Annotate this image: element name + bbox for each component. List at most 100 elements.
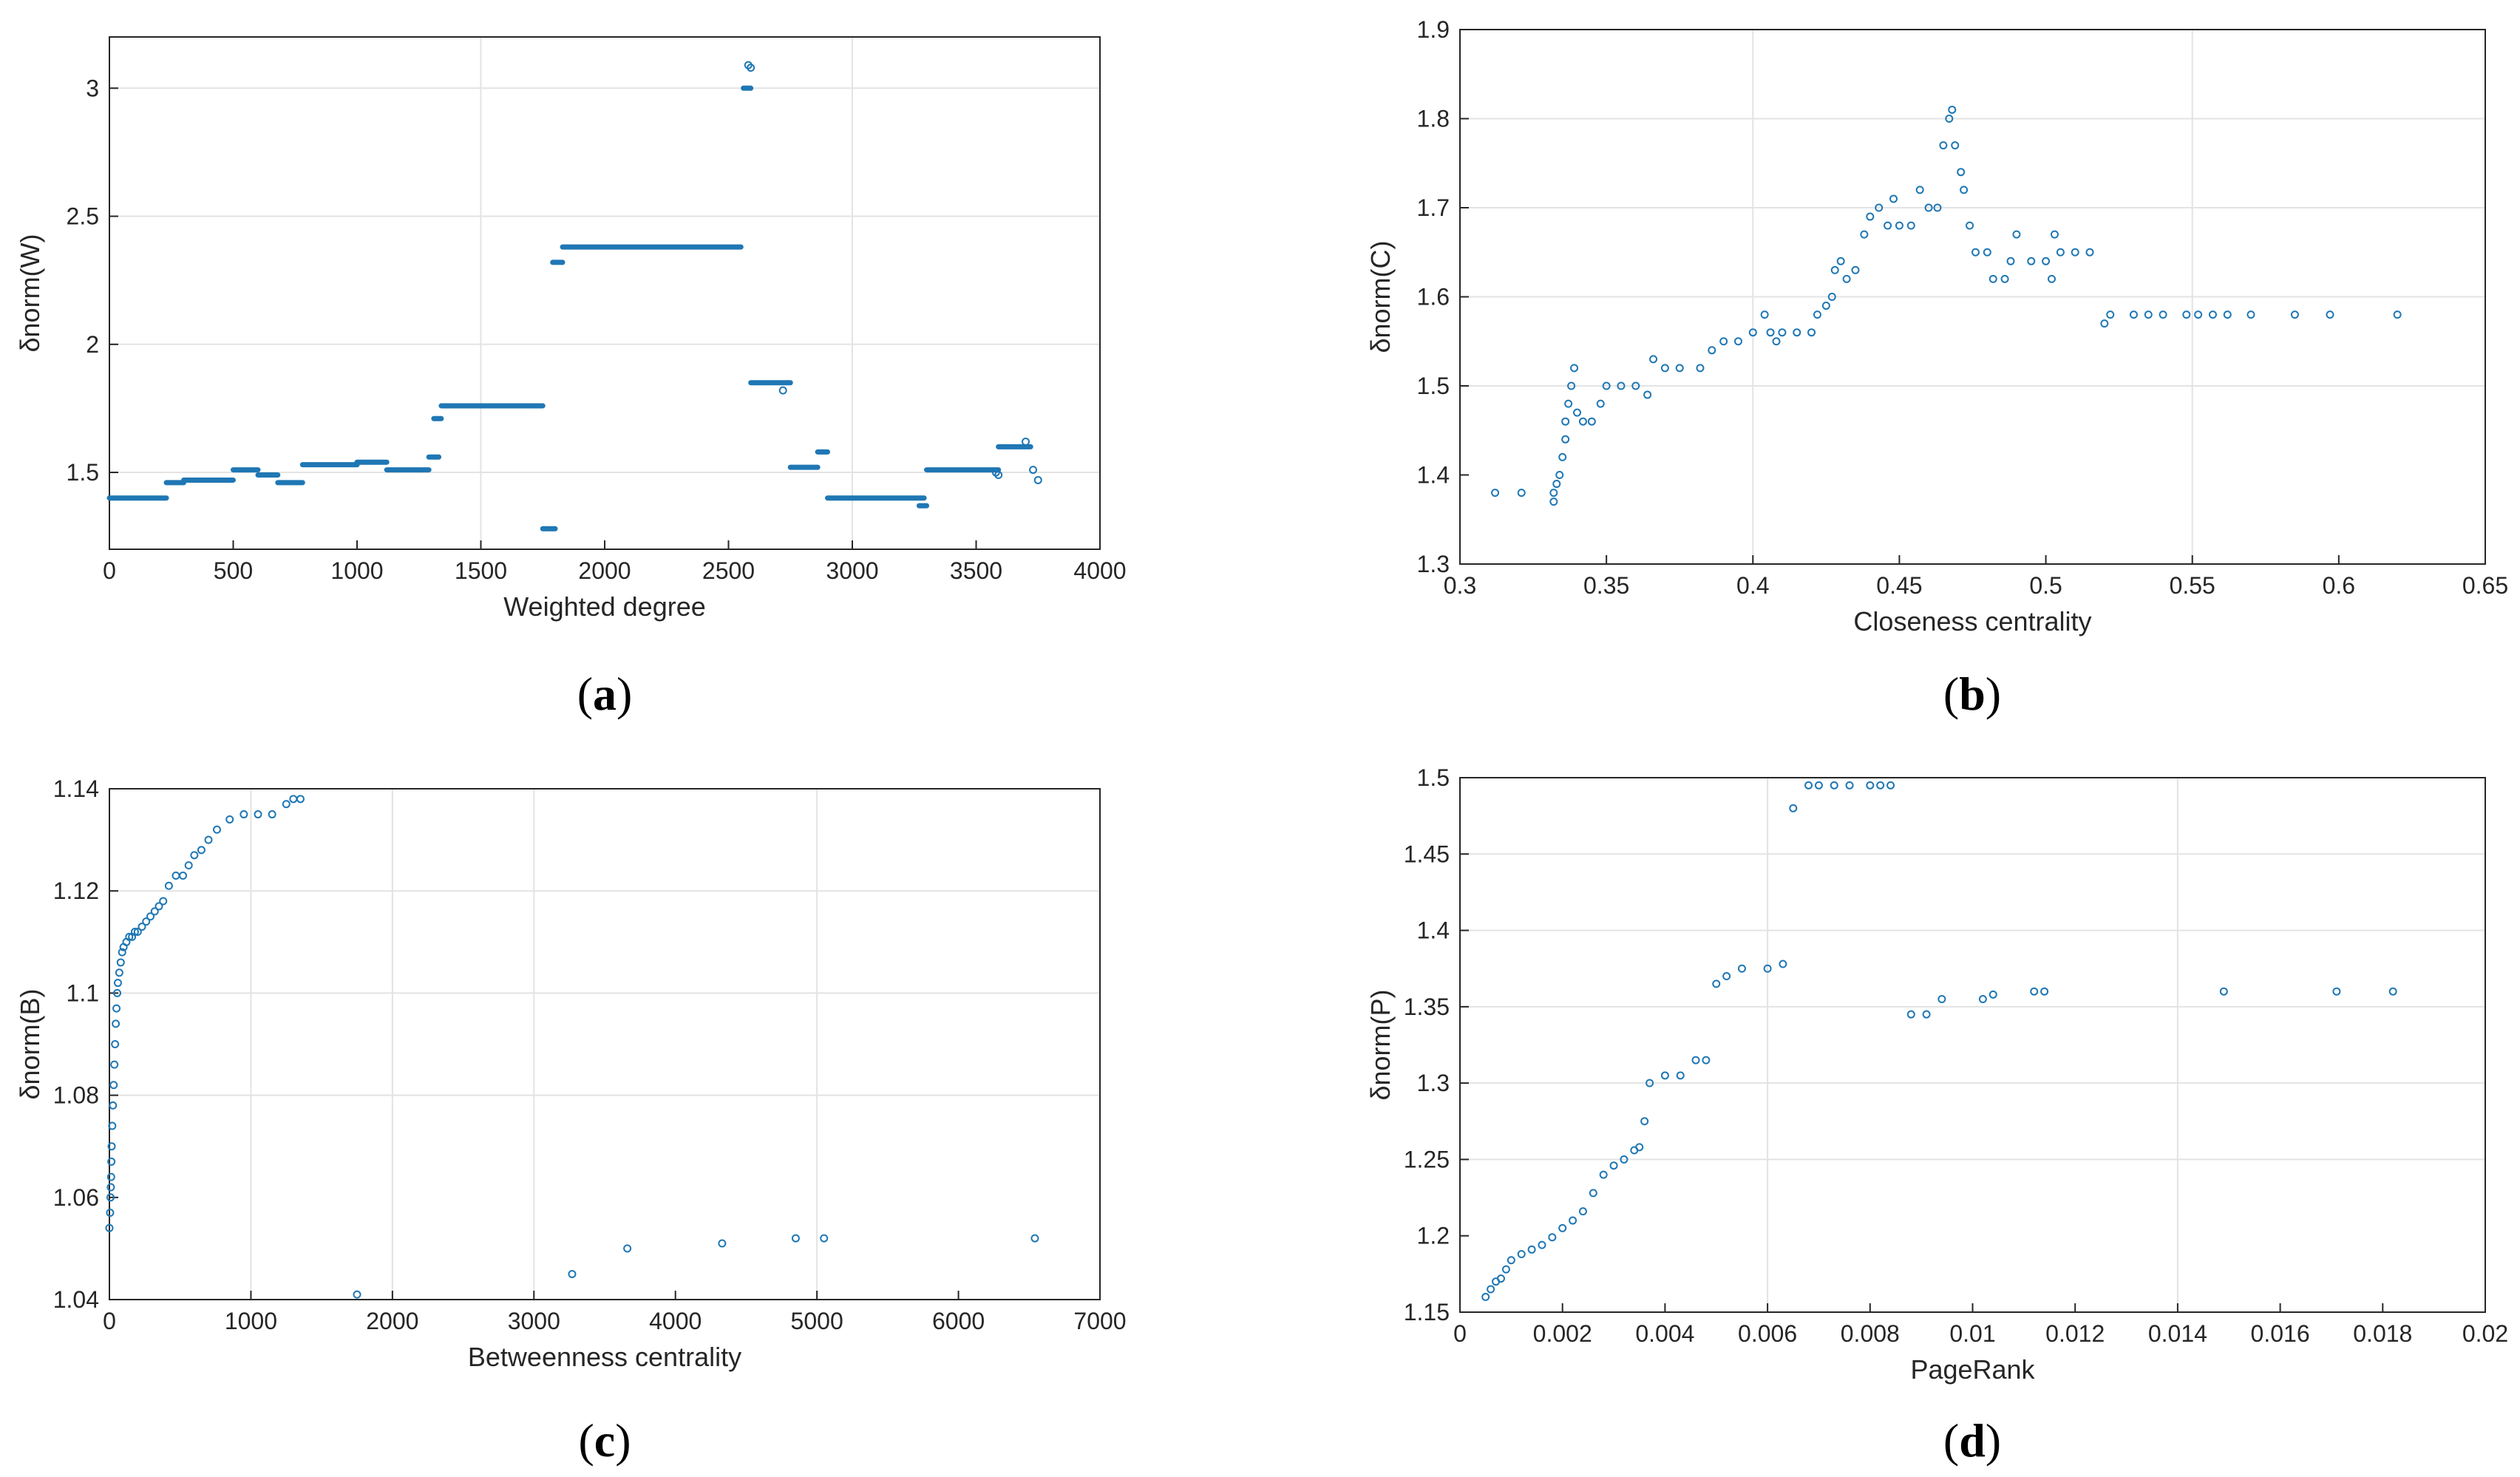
data-point bbox=[1578, 417, 1587, 426]
data-point bbox=[282, 800, 291, 809]
data-point bbox=[296, 795, 305, 804]
data-point bbox=[994, 471, 1003, 480]
data-point bbox=[1567, 381, 1576, 390]
data-point bbox=[1609, 1161, 1618, 1170]
data-point bbox=[1860, 230, 1869, 239]
data-point bbox=[1517, 489, 1526, 498]
y-tick-label: 1.12 bbox=[53, 877, 99, 904]
x-tick-label: 0 bbox=[103, 1308, 116, 1334]
data-point bbox=[1496, 1274, 1505, 1283]
data-point bbox=[2290, 310, 2299, 319]
data-point bbox=[1906, 1010, 1915, 1019]
x-tick-label: 0.45 bbox=[1876, 572, 1922, 599]
data-point bbox=[106, 1193, 115, 1202]
x-tick-label: 0.55 bbox=[2170, 572, 2215, 599]
data-point bbox=[115, 968, 123, 977]
data-point bbox=[1814, 781, 1823, 790]
data-point bbox=[2388, 987, 2397, 996]
data-point bbox=[1789, 804, 1798, 812]
data-point bbox=[1842, 274, 1851, 283]
data-point bbox=[1649, 355, 1658, 364]
caption-paren-close: ) bbox=[1986, 1414, 2001, 1467]
data-point bbox=[1924, 203, 1933, 212]
x-tick-label: 0.5 bbox=[2029, 572, 2062, 599]
x-tick-label: 6000 bbox=[932, 1308, 985, 1334]
data-point bbox=[1971, 248, 1980, 257]
x-tick-label: 5000 bbox=[791, 1308, 843, 1334]
data-point bbox=[1487, 1285, 1495, 1294]
x-tick-label: 0.014 bbox=[2148, 1320, 2207, 1347]
data-point bbox=[1676, 1071, 1685, 1080]
data-point bbox=[2182, 310, 2191, 319]
data-point bbox=[113, 979, 122, 988]
x-tick-label: 0.008 bbox=[1841, 1320, 1900, 1347]
data-point bbox=[1845, 781, 1854, 790]
x-tick-label: 0.01 bbox=[1949, 1320, 1995, 1347]
data-point bbox=[1631, 381, 1640, 390]
y-axis-label: δnorm(P) bbox=[1365, 989, 1396, 1100]
data-point bbox=[1951, 141, 1960, 150]
y-axis-label: δnorm(B) bbox=[15, 988, 45, 1099]
data-point bbox=[1481, 1292, 1490, 1301]
data-point bbox=[1886, 781, 1895, 790]
data-point bbox=[1748, 328, 1757, 337]
data-point bbox=[1957, 168, 1966, 177]
data-point bbox=[1830, 265, 1839, 274]
data-point bbox=[1889, 194, 1898, 203]
data-point bbox=[1821, 302, 1830, 310]
data-point bbox=[1517, 1250, 1526, 1259]
data-point bbox=[1578, 1207, 1587, 1216]
panel-d-pagerank: 0 0.002 0.004 0.006 0.008 0.01 0.012 0.014 0.016… bbox=[1365, 764, 2508, 1467]
x-tick-label: 0.004 bbox=[1635, 1320, 1694, 1347]
data-point bbox=[1564, 399, 1573, 408]
data-point bbox=[2159, 310, 2167, 319]
data-point bbox=[1778, 328, 1787, 337]
caption-letter: b bbox=[1959, 668, 1986, 720]
data-point bbox=[2040, 987, 2049, 996]
data-point bbox=[159, 897, 168, 906]
data-point bbox=[1922, 1010, 1931, 1019]
data-point bbox=[718, 1239, 727, 1248]
data-point bbox=[146, 912, 155, 921]
data-point bbox=[107, 1157, 116, 1166]
y-tick-label: 3 bbox=[86, 75, 99, 101]
data-point bbox=[1696, 364, 1705, 373]
data-point bbox=[2006, 257, 2015, 265]
data-point bbox=[2100, 319, 2109, 328]
data-point bbox=[225, 815, 234, 824]
data-point bbox=[1733, 337, 1742, 346]
caption-paren-open: ( bbox=[578, 1414, 594, 1467]
data-point bbox=[1906, 221, 1915, 230]
data-point bbox=[212, 825, 221, 834]
data-point bbox=[1548, 1233, 1557, 1242]
caption-letter: d bbox=[1959, 1414, 1986, 1467]
data-point bbox=[107, 1142, 116, 1151]
data-point bbox=[111, 1040, 120, 1048]
data-point bbox=[106, 1172, 115, 1181]
x-tick-label: 0.016 bbox=[2251, 1320, 2310, 1347]
data-point bbox=[108, 1121, 117, 1130]
data-point bbox=[1708, 346, 1716, 355]
x-tick-label: 0.002 bbox=[1533, 1320, 1592, 1347]
data-point bbox=[2219, 987, 2228, 996]
data-point bbox=[2012, 230, 2021, 239]
data-point bbox=[109, 1101, 118, 1110]
data-point bbox=[1596, 399, 1605, 408]
data-point bbox=[1552, 480, 1561, 489]
data-point bbox=[112, 1004, 121, 1013]
caption-paren-open: ( bbox=[577, 668, 593, 720]
y-tick-label: 1.9 bbox=[1417, 16, 1450, 43]
data-point bbox=[1851, 265, 1860, 274]
data-point bbox=[1866, 781, 1875, 790]
x-tick-label: 7000 bbox=[1073, 1308, 1126, 1334]
x-tick-label: 0 bbox=[1453, 1320, 1467, 1347]
data-point bbox=[2085, 248, 2094, 257]
y-tick-label: 1.04 bbox=[53, 1286, 99, 1313]
caption-letter: c bbox=[594, 1414, 615, 1467]
y-tick-label: 1.14 bbox=[53, 775, 99, 802]
data-point bbox=[791, 1234, 800, 1243]
data-point bbox=[118, 948, 126, 957]
x-tick-label: 3000 bbox=[508, 1308, 560, 1334]
data-point bbox=[1766, 328, 1775, 337]
